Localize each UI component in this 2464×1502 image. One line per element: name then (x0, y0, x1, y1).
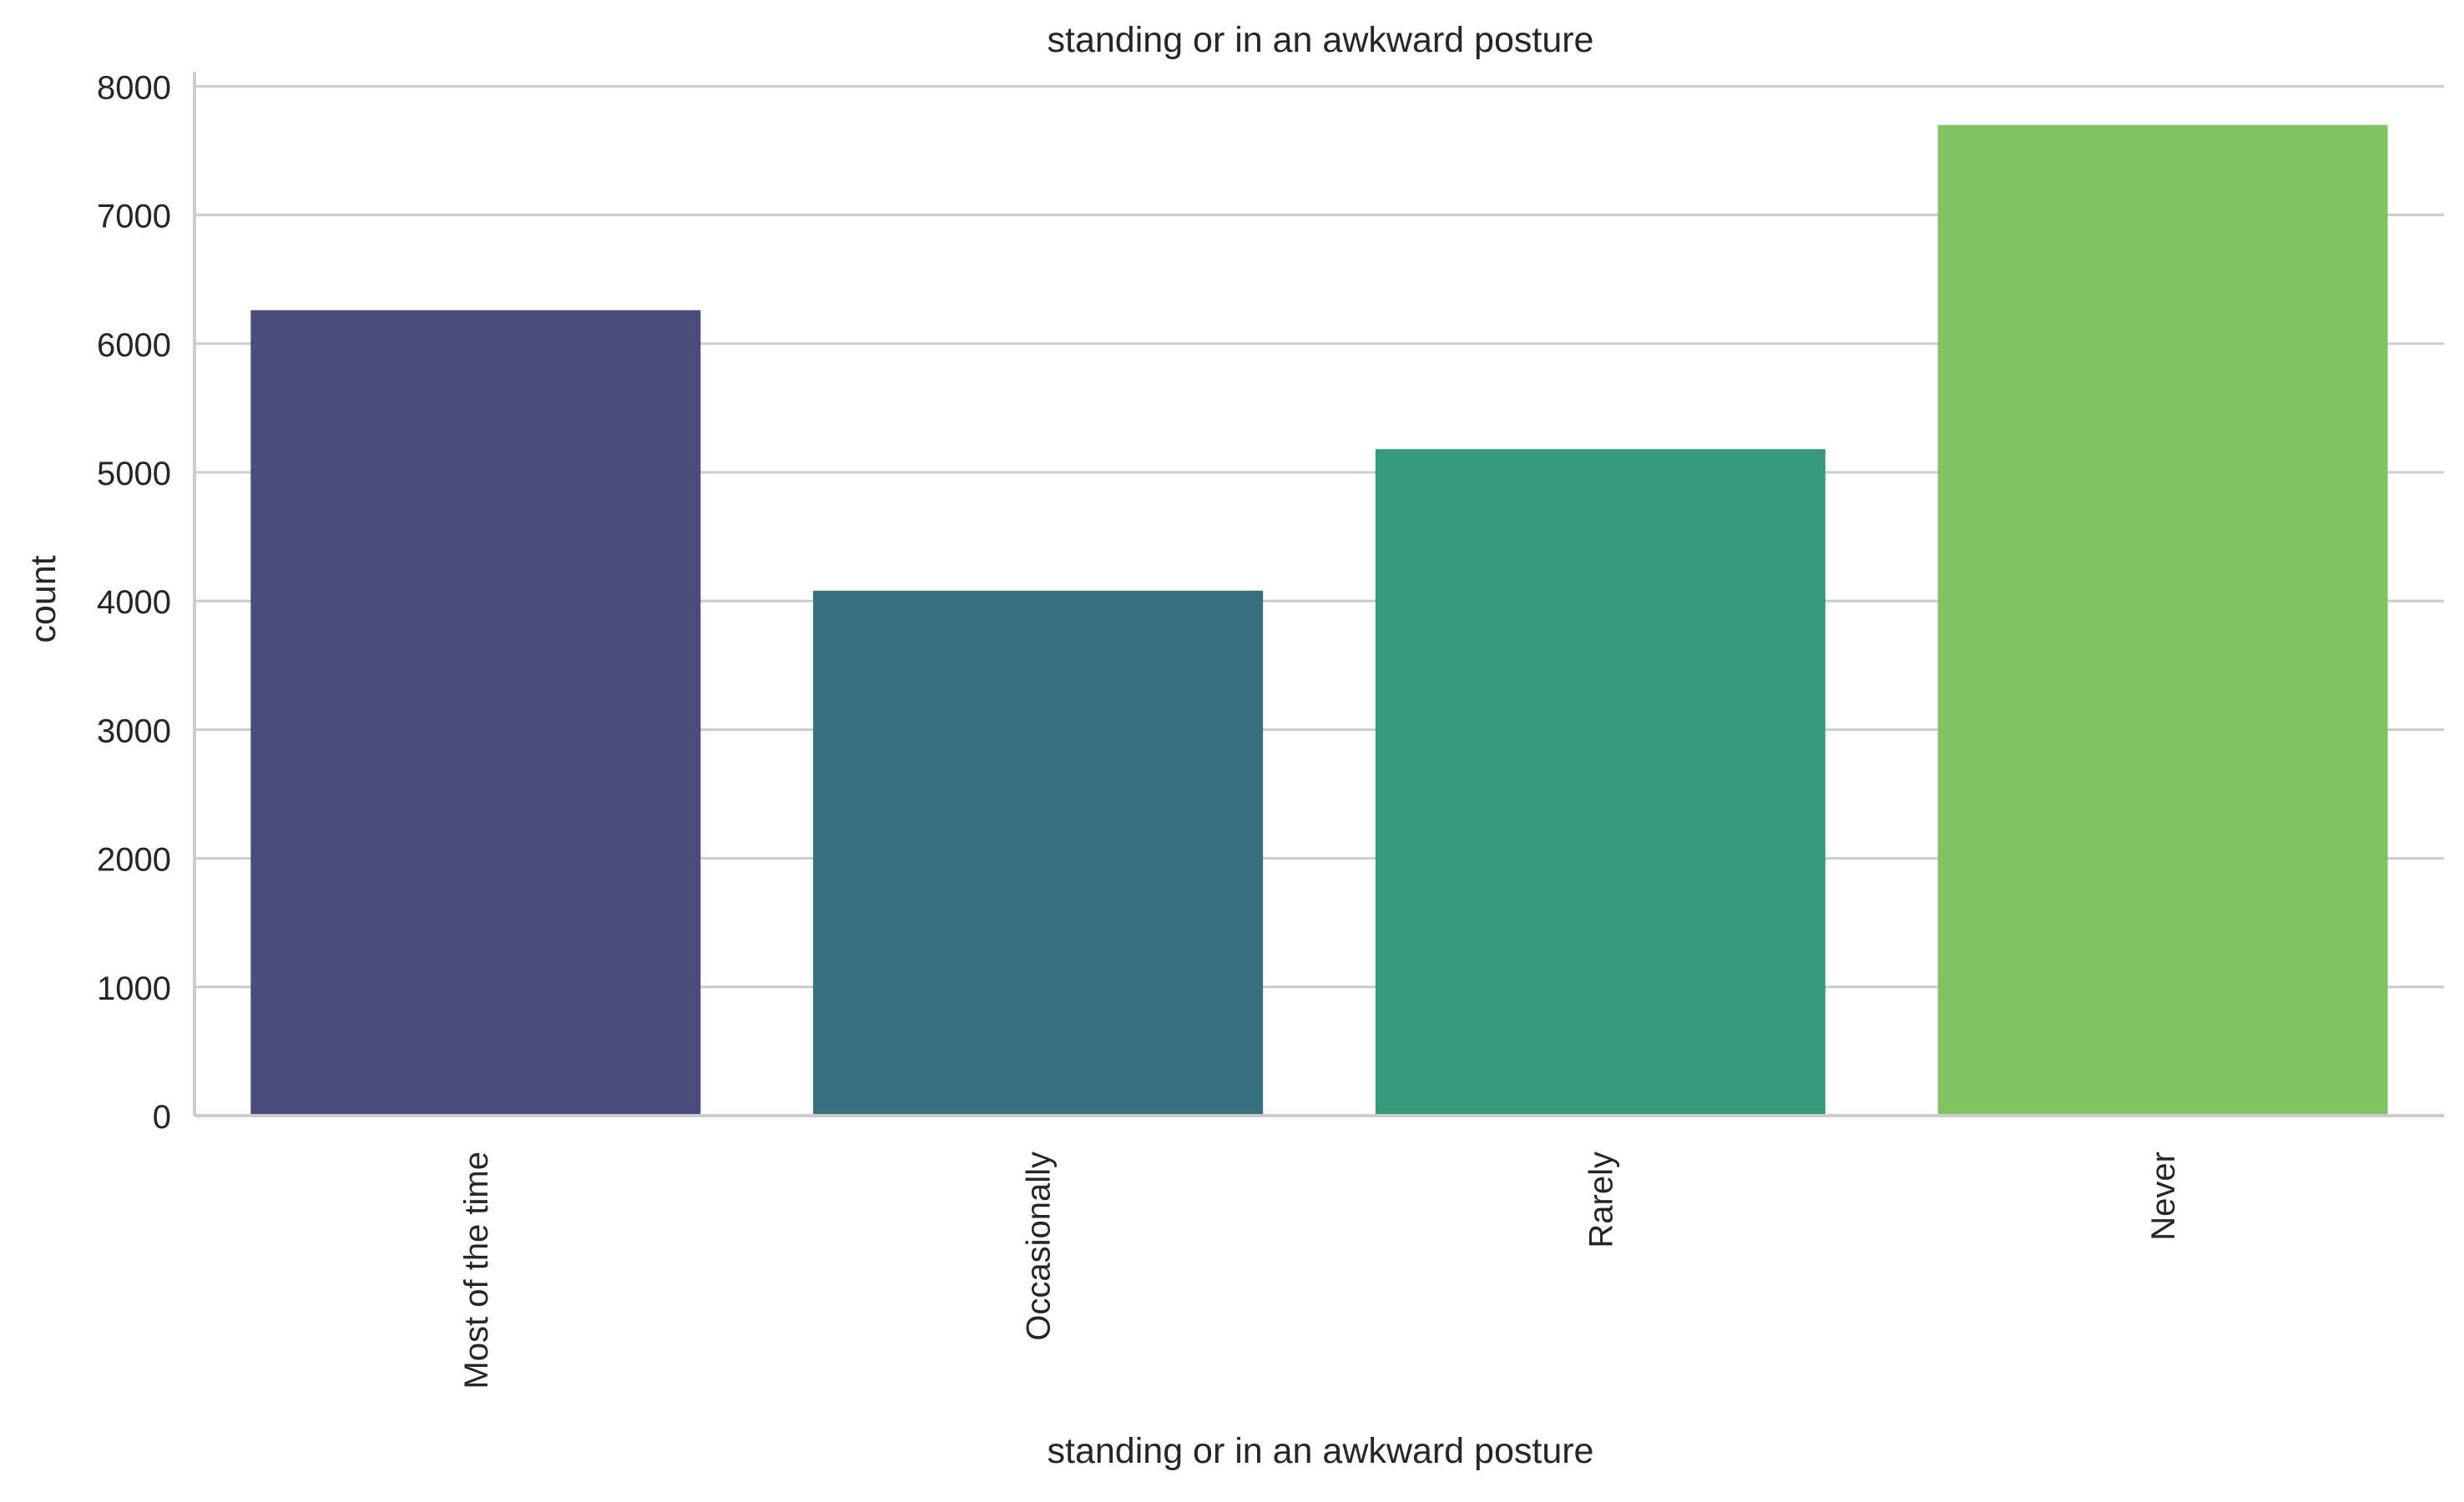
chart-title: standing or in an awkward posture (1048, 20, 1594, 60)
bar-never (1937, 124, 2388, 1116)
x-tick-label: Rarely (1583, 1152, 1619, 1248)
x-tick-label: Never (2145, 1152, 2182, 1241)
bar-most-of-the-time (250, 310, 701, 1116)
bar-occasionally (813, 590, 1264, 1116)
y-tick-label: 7000 (97, 199, 171, 235)
y-tick-label: 6000 (97, 327, 171, 364)
x-axis-label: standing or in an awkward posture (1048, 1431, 1594, 1471)
y-tick-label: 8000 (97, 69, 171, 106)
y-tick-label: 2000 (97, 842, 171, 879)
x-tick-labels: Most of the time Occasionally Rarely Never (458, 1152, 2182, 1389)
bar-rarely (1375, 449, 1825, 1116)
y-axis-label: count (23, 555, 63, 643)
y-tick-label: 0 (153, 1099, 171, 1136)
x-tick-label: Most of the time (458, 1152, 495, 1389)
y-tick-label: 3000 (97, 713, 171, 749)
y-tick-label: 5000 (97, 456, 171, 492)
y-tick-labels: 0 1000 2000 3000 4000 5000 6000 7000 8000 (97, 69, 171, 1136)
y-tick-label: 1000 (97, 970, 171, 1007)
x-tick-label: Occasionally (1021, 1152, 1058, 1341)
bars-layer (250, 124, 2388, 1116)
y-tick-label: 4000 (97, 584, 171, 621)
axes-layer (193, 72, 2444, 1117)
